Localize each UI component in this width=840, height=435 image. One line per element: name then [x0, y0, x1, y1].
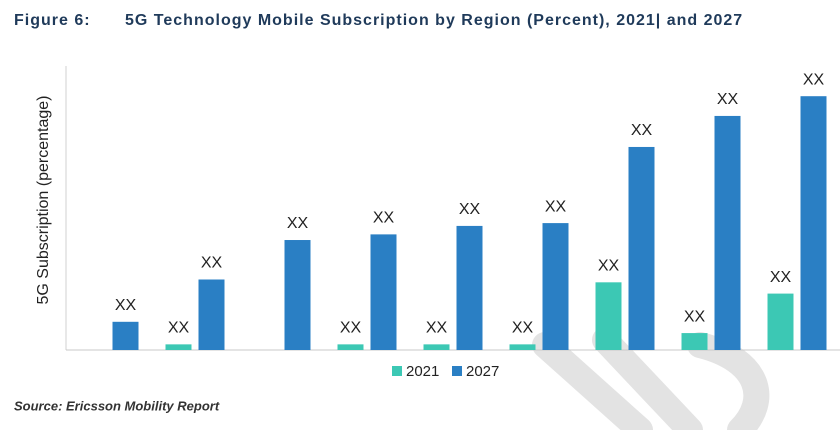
source: Source: Ericsson Mobility Report: [14, 398, 220, 413]
bar: [423, 344, 450, 350]
legend-label: 2027: [466, 363, 499, 380]
value-label: XX: [287, 215, 309, 232]
value-label: XX: [684, 308, 706, 325]
bar: [714, 115, 741, 350]
bar: [284, 240, 311, 350]
figure-label: Figure 6:: [14, 12, 91, 29]
y-axis-label: 5G Subscription (percentage): [35, 96, 52, 305]
value-label: XX: [631, 122, 653, 139]
value-label: XX: [598, 258, 620, 275]
bar: [165, 344, 192, 350]
bar: [767, 293, 794, 350]
value-label: XX: [803, 71, 825, 88]
value-label: XX: [459, 201, 481, 218]
bar: [681, 333, 708, 350]
bar: [800, 96, 827, 350]
bar: [628, 146, 655, 350]
value-label: XX: [717, 91, 739, 108]
value-label: XX: [201, 255, 223, 272]
value-label: XX: [770, 269, 792, 286]
bar: [198, 279, 225, 350]
bar: [509, 344, 536, 350]
value-label: XX: [545, 198, 567, 215]
bar: [337, 344, 364, 350]
value-label: XX: [115, 297, 137, 314]
value-label: XX: [340, 320, 362, 337]
legend-label: 2021: [406, 363, 439, 380]
bar: [112, 321, 139, 350]
bar: [456, 225, 483, 350]
bar: [542, 223, 569, 350]
value-label: XX: [373, 210, 395, 227]
watermark: [532, 327, 770, 435]
legend-swatch: [392, 366, 402, 376]
chart-title: 5G Technology Mobile Subscription by Reg…: [125, 12, 743, 29]
value-label: XX: [426, 320, 448, 337]
bar: [595, 282, 622, 350]
value-label: XX: [512, 320, 534, 337]
bar: [370, 234, 397, 350]
legend-swatch: [452, 366, 462, 376]
value-label: XX: [168, 320, 190, 337]
